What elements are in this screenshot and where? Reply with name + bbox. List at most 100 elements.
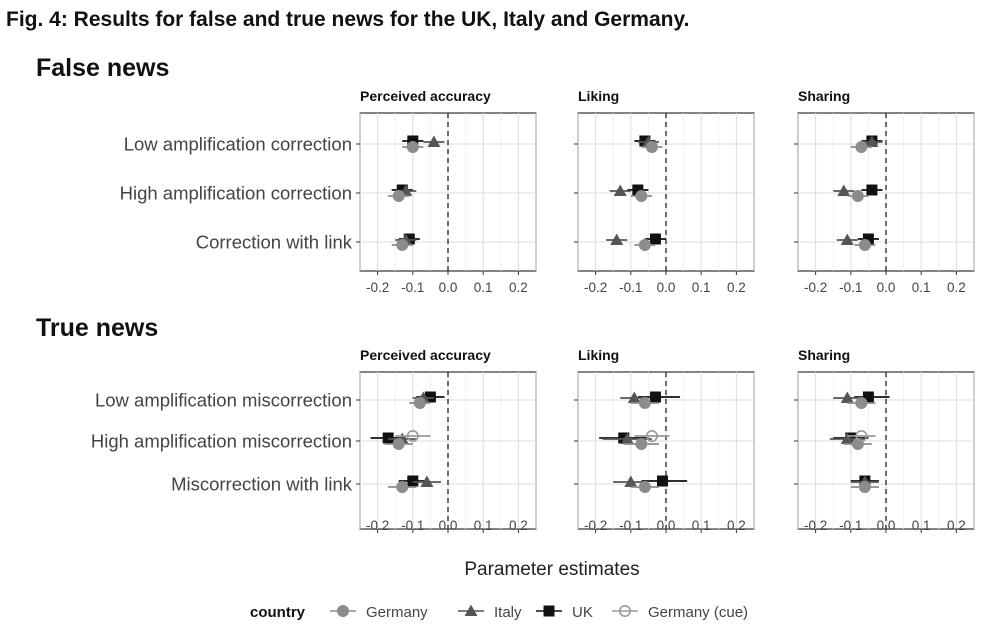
data-point-uk	[618, 432, 630, 444]
row-label-low-amplification-correction: Low amplification correction	[124, 134, 352, 155]
data-point-italy	[620, 432, 634, 444]
data-point-germany	[638, 239, 651, 251]
x-tick-label: 0.1	[474, 280, 493, 295]
x-tick-label: 0.2	[947, 280, 966, 295]
row-label-miscorrection-with-link: Miscorrection with link	[171, 474, 353, 495]
data-point-uk	[632, 184, 644, 196]
x-tick-label: 0.0	[439, 280, 458, 295]
data-point-germany	[638, 481, 651, 493]
x-tick-label: -0.2	[366, 518, 389, 533]
data-point-uk	[845, 432, 857, 444]
x-tick-label: 0.1	[912, 280, 931, 295]
data-point-germany	[851, 190, 864, 202]
data-point-germany	[413, 397, 426, 409]
data-point-germany	[858, 239, 871, 251]
legend-marker-uk	[543, 605, 555, 617]
legend-label-italy: Italy	[494, 604, 522, 621]
data-point-germany	[635, 190, 648, 202]
data-point-germany	[638, 397, 651, 409]
x-tick-label: 0.2	[727, 280, 746, 295]
row-label-high-amplification-miscorrection: High amplification miscorrection	[91, 431, 352, 452]
figure-title: Fig. 4: Results for false and true news …	[6, 8, 690, 31]
data-point-uk	[862, 391, 874, 403]
x-tick-label: -0.1	[619, 280, 642, 295]
x-tick-label: -0.2	[584, 280, 607, 295]
data-point-italy	[627, 391, 641, 403]
data-point-germany	[635, 438, 648, 450]
data-point-uk	[639, 135, 651, 147]
panel-title-sharing: Sharing	[798, 347, 850, 363]
row-label-high-amplification-correction: High amplification correction	[120, 183, 352, 204]
x-tick-label: -0.1	[619, 518, 642, 533]
data-point-germany	[855, 141, 868, 153]
x-tick-label: -0.2	[584, 518, 607, 533]
x-tick-label: 0.2	[947, 518, 966, 533]
x-tick-label: -0.1	[401, 518, 424, 533]
x-tick-label: -0.1	[839, 280, 862, 295]
data-point-italy	[865, 135, 879, 147]
x-tick-label: 0.0	[657, 280, 676, 295]
legend-label-germany: Germany	[366, 604, 428, 621]
x-tick-label: 0.0	[657, 518, 676, 533]
x-tick-label: 0.1	[474, 518, 493, 533]
data-point-uk	[403, 233, 415, 245]
x-tick-label: 0.1	[912, 518, 931, 533]
data-point-uk	[424, 391, 436, 403]
legend-marker-italy	[464, 604, 478, 616]
legend-marker-germany-cue	[618, 604, 631, 617]
panel-title-perceived-accuracy: Perceived accuracy	[360, 88, 491, 104]
x-tick-label: -0.2	[804, 280, 827, 295]
x-tick-label: 0.2	[727, 518, 746, 533]
data-point-uk	[649, 391, 661, 403]
data-point-germany	[645, 141, 658, 153]
x-tick-label: -0.2	[366, 280, 389, 295]
data-point-italy	[624, 475, 638, 487]
data-point-germany	[396, 481, 409, 493]
data-point-germany	[855, 397, 868, 409]
data-point-uk	[396, 184, 408, 196]
data-point-italy	[837, 184, 851, 196]
x-axis-label: Parameter estimates	[464, 559, 639, 580]
data-point-germany-cue	[855, 429, 868, 442]
row-label-low-amplification-miscorrection: Low amplification miscorrection	[95, 390, 352, 411]
data-point-uk	[649, 233, 661, 245]
panel-title-liking: Liking	[578, 347, 619, 363]
x-tick-label: 0.0	[439, 518, 458, 533]
data-point-germany	[396, 239, 409, 251]
data-point-uk	[656, 475, 668, 487]
panel-title-sharing: Sharing	[798, 88, 850, 104]
x-tick-label: 0.2	[509, 518, 528, 533]
data-point-uk	[382, 432, 394, 444]
data-point-germany	[392, 190, 405, 202]
x-tick-label: 0.2	[509, 280, 528, 295]
data-point-germany-cue	[406, 429, 419, 442]
legend-marker-germany	[337, 605, 349, 617]
x-tick-label: 0.1	[692, 518, 711, 533]
legend-label-uk: UK	[572, 604, 593, 621]
data-point-italy	[840, 233, 854, 245]
section-title-true-news: True news	[36, 314, 159, 342]
data-point-uk	[866, 184, 878, 196]
data-point-italy	[840, 432, 854, 444]
panel-title-liking: Liking	[578, 88, 619, 104]
data-point-uk	[407, 475, 419, 487]
data-point-uk	[862, 233, 874, 245]
x-tick-label: 0.0	[877, 518, 896, 533]
x-tick-label: 0.1	[692, 280, 711, 295]
data-point-germany-cue	[645, 429, 658, 442]
x-tick-label: -0.1	[839, 518, 862, 533]
section-title-false-news: False news	[36, 54, 170, 82]
legend-label-germany-cue: Germany (cue)	[648, 604, 748, 621]
legend-title: country	[250, 604, 306, 621]
data-point-germany	[392, 438, 405, 450]
data-point-italy	[840, 391, 854, 403]
data-point-germany	[406, 141, 419, 153]
panel-title-perceived-accuracy: Perceived accuracy	[360, 347, 491, 363]
data-point-italy	[427, 135, 441, 147]
data-point-italy	[613, 184, 627, 196]
x-tick-label: -0.1	[401, 280, 424, 295]
row-label-correction-with-link: Correction with link	[196, 232, 353, 253]
data-point-italy	[610, 233, 624, 245]
x-tick-label: -0.2	[804, 518, 827, 533]
